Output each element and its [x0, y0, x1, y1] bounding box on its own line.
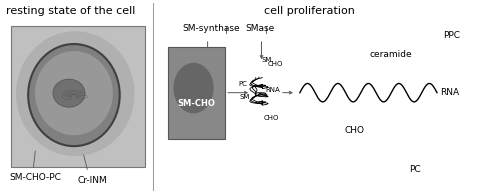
Text: SM-CHO: SM-CHO: [178, 99, 216, 108]
Text: cell proliferation: cell proliferation: [264, 6, 356, 16]
Ellipse shape: [35, 51, 113, 135]
Text: CHO: CHO: [264, 115, 280, 121]
Text: RNA: RNA: [265, 87, 280, 93]
Text: CHO: CHO: [268, 61, 283, 67]
Bar: [168, 47, 225, 139]
Text: RNA: RNA: [440, 88, 460, 97]
Text: SM: SM: [239, 94, 250, 101]
Text: Cr-INM: Cr-INM: [78, 176, 108, 185]
Text: resting state of the cell: resting state of the cell: [6, 6, 135, 16]
Text: PC: PC: [410, 165, 421, 174]
Text: SMase: SMase: [245, 24, 274, 33]
Bar: [10, 26, 145, 167]
Text: CHO: CHO: [344, 126, 364, 135]
Ellipse shape: [53, 79, 85, 107]
Ellipse shape: [16, 31, 134, 156]
Text: ceramide: ceramide: [370, 50, 412, 59]
Text: PPC: PPC: [444, 31, 460, 40]
Text: SM: SM: [262, 57, 272, 63]
Ellipse shape: [174, 63, 214, 113]
Ellipse shape: [28, 44, 120, 146]
Text: SM-synthase: SM-synthase: [182, 24, 240, 33]
Text: PC: PC: [238, 81, 247, 87]
Text: SM-CHO-PC: SM-CHO-PC: [10, 173, 62, 182]
